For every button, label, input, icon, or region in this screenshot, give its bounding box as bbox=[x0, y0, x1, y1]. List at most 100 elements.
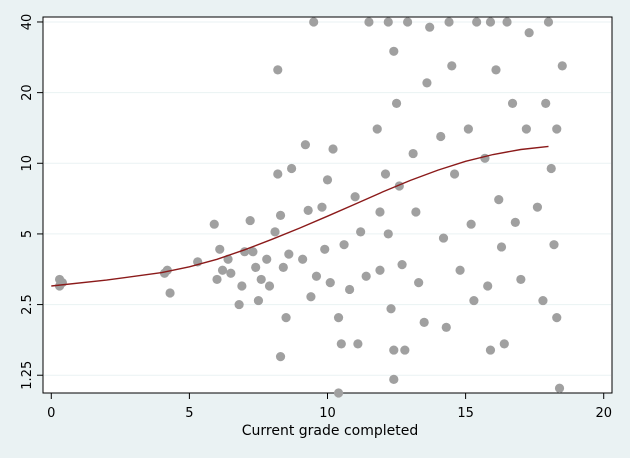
data-point bbox=[380, 169, 391, 179]
data-point bbox=[344, 284, 355, 295]
data-point bbox=[350, 192, 360, 202]
data-point bbox=[253, 295, 264, 306]
x-tick-label: 0 bbox=[47, 406, 55, 421]
data-point bbox=[336, 339, 346, 349]
data-point bbox=[463, 124, 473, 134]
x-tick-label: 5 bbox=[185, 406, 193, 421]
data-point bbox=[375, 207, 385, 217]
x-tick-label: 20 bbox=[595, 406, 612, 421]
data-point bbox=[256, 274, 266, 285]
data-point bbox=[333, 388, 344, 398]
data-point bbox=[275, 352, 286, 362]
data-point bbox=[262, 254, 272, 264]
data-point bbox=[248, 247, 258, 257]
data-point bbox=[541, 98, 551, 108]
data-point bbox=[273, 65, 283, 75]
data-point bbox=[411, 207, 421, 217]
data-point bbox=[389, 374, 399, 384]
data-point bbox=[449, 169, 460, 179]
y-tick-label: 1.25 bbox=[20, 361, 35, 390]
data-point bbox=[286, 163, 297, 174]
y-axis: 1.25 2.5 5 10 20 40 bbox=[20, 14, 43, 390]
data-point bbox=[554, 383, 565, 393]
data-point bbox=[389, 46, 399, 56]
data-point bbox=[419, 317, 429, 327]
data-point bbox=[447, 61, 457, 71]
data-point bbox=[546, 163, 556, 174]
data-point bbox=[311, 271, 322, 281]
data-point bbox=[414, 278, 424, 288]
data-point bbox=[400, 345, 410, 355]
data-point bbox=[383, 17, 393, 27]
data-point bbox=[499, 339, 509, 349]
data-point bbox=[237, 281, 247, 291]
data-point bbox=[165, 288, 175, 298]
data-point bbox=[397, 260, 407, 270]
data-point bbox=[521, 124, 531, 134]
data-point bbox=[391, 98, 402, 108]
data-point bbox=[328, 144, 338, 154]
data-point bbox=[325, 278, 335, 288]
fit-line bbox=[51, 145, 549, 287]
data-point bbox=[364, 17, 374, 27]
data-point bbox=[339, 240, 349, 250]
data-point bbox=[234, 299, 244, 310]
data-point bbox=[491, 65, 501, 75]
data-point bbox=[524, 28, 534, 38]
data-point bbox=[502, 17, 512, 27]
data-point bbox=[264, 281, 275, 291]
data-point bbox=[303, 205, 313, 215]
x-tick-label: 10 bbox=[319, 406, 336, 421]
data-point bbox=[389, 345, 399, 355]
data-point bbox=[372, 124, 382, 134]
data-point bbox=[245, 215, 255, 226]
data-point bbox=[483, 281, 493, 291]
grid-lines bbox=[44, 21, 611, 376]
data-point bbox=[516, 274, 526, 285]
data-point bbox=[538, 295, 548, 306]
data-point bbox=[281, 313, 291, 323]
data-point bbox=[485, 345, 496, 355]
data-point bbox=[226, 268, 236, 278]
data-point bbox=[320, 244, 330, 254]
data-point bbox=[469, 295, 479, 306]
data-point bbox=[552, 124, 562, 134]
data-point bbox=[552, 313, 562, 323]
data-point bbox=[209, 219, 219, 229]
data-point bbox=[422, 78, 432, 88]
data-point bbox=[386, 304, 396, 314]
data-point bbox=[322, 175, 333, 185]
data-point bbox=[485, 17, 496, 27]
data-point bbox=[215, 244, 225, 254]
plot-area bbox=[42, 16, 613, 394]
data-point bbox=[300, 140, 311, 150]
data-point bbox=[438, 233, 449, 243]
data-point bbox=[383, 229, 393, 239]
x-axis-title: Current grade completed bbox=[242, 423, 418, 439]
data-point bbox=[306, 292, 316, 302]
data-point bbox=[557, 61, 567, 71]
data-point bbox=[212, 274, 222, 285]
data-point bbox=[353, 339, 363, 349]
data-point bbox=[507, 98, 518, 108]
data-point bbox=[472, 17, 482, 27]
data-point bbox=[403, 17, 413, 27]
y-tick-label: 10 bbox=[20, 155, 35, 172]
fit-line-layer bbox=[51, 145, 549, 287]
y-tick-label: 20 bbox=[20, 84, 35, 101]
data-point bbox=[436, 131, 446, 142]
data-point bbox=[466, 219, 476, 229]
data-point bbox=[275, 210, 286, 220]
data-point bbox=[441, 322, 451, 332]
data-point bbox=[251, 262, 261, 273]
data-point bbox=[543, 17, 554, 27]
data-point bbox=[278, 262, 288, 273]
data-point bbox=[284, 249, 294, 259]
data-point bbox=[496, 242, 507, 252]
x-axis: 0 5 10 15 20 bbox=[47, 393, 612, 421]
data-point bbox=[455, 265, 465, 275]
data-point bbox=[217, 265, 228, 275]
data-point bbox=[317, 202, 327, 212]
